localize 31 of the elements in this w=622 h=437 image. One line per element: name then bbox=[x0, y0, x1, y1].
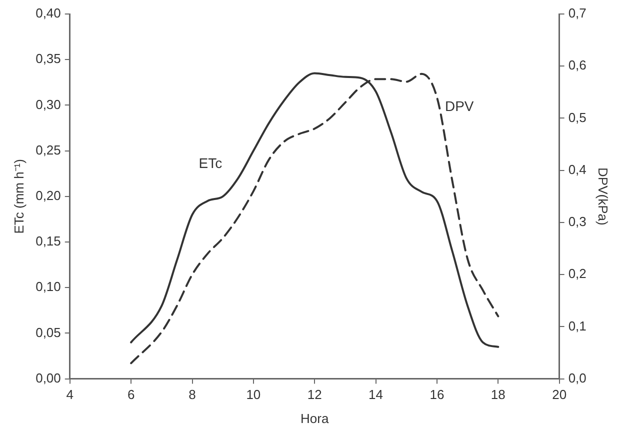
y-tick-label: 0,30 bbox=[36, 96, 61, 112]
x-axis-title: Hora bbox=[300, 410, 330, 426]
series-label: DPV bbox=[444, 98, 474, 114]
x-tick-label: 18 bbox=[490, 387, 506, 402]
x-tick-label: 6 bbox=[127, 387, 135, 402]
y2-tick-label: 0,0 bbox=[568, 370, 586, 386]
x-tick-label: 14 bbox=[368, 387, 384, 402]
y-tick-label: 0,35 bbox=[36, 51, 61, 66]
x-tick-label: 4 bbox=[66, 387, 74, 402]
y-tick-label: 0,05 bbox=[36, 324, 61, 340]
x-tick-label: 8 bbox=[188, 387, 196, 402]
y2-tick-label: 0,3 bbox=[568, 214, 586, 230]
y-tick-label: 0,25 bbox=[36, 142, 61, 158]
x-tick-label: 10 bbox=[246, 387, 261, 402]
y-tick-label: 0,15 bbox=[36, 234, 61, 249]
y-tick-label: 0,00 bbox=[36, 370, 61, 386]
y2-tick-label: 0,4 bbox=[568, 162, 586, 177]
y2-axis-title: DPV(kPa) bbox=[596, 168, 611, 226]
y2-tick-label: 0,7 bbox=[568, 6, 586, 21]
y2-tick-label: 0,1 bbox=[568, 318, 586, 334]
y-tick-label: 0,10 bbox=[36, 279, 61, 294]
x-tick-label: 12 bbox=[307, 387, 322, 402]
y2-tick-label: 0,6 bbox=[568, 58, 586, 73]
y-tick-label: 0,20 bbox=[36, 188, 61, 203]
y2-tick-label: 0,2 bbox=[568, 266, 586, 282]
y2-tick-label: 0,5 bbox=[568, 110, 586, 125]
x-tick-label: 16 bbox=[430, 387, 444, 402]
series-label: ETc bbox=[198, 155, 222, 172]
y-tick-label: 0,40 bbox=[36, 6, 61, 21]
x-tick-label: 20 bbox=[552, 387, 567, 402]
y-axis-title: ETc (mm h⁻¹) bbox=[11, 159, 26, 234]
